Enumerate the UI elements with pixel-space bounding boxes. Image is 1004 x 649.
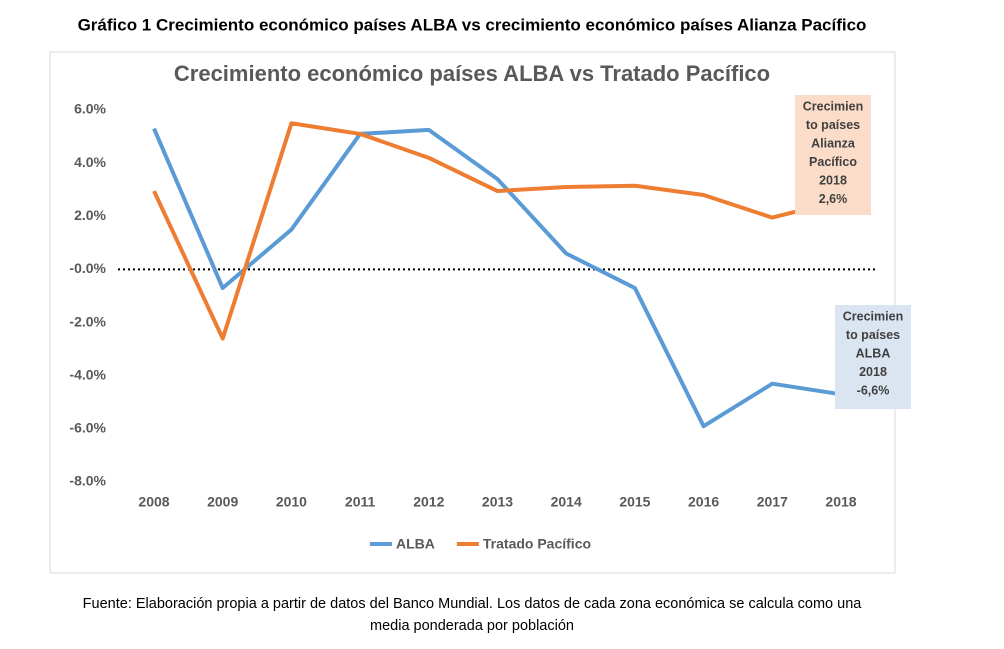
source-line: Fuente: Elaboración propia a partir de d… bbox=[83, 596, 863, 612]
x-tick-label: 2017 bbox=[757, 494, 788, 510]
legend-label: Tratado Pacífico bbox=[483, 536, 591, 552]
annotation-text: ALBA bbox=[856, 346, 891, 360]
x-tick-label: 2013 bbox=[482, 494, 513, 510]
x-tick-label: 2016 bbox=[688, 494, 719, 510]
annotation-text: Crecimien bbox=[843, 309, 903, 323]
x-tick-label: 2012 bbox=[413, 494, 444, 510]
x-tick-label: 2010 bbox=[276, 494, 307, 510]
chart-border bbox=[49, 51, 896, 574]
y-tick-label: -0.0% bbox=[69, 260, 106, 276]
annotation-box bbox=[795, 95, 871, 215]
annotation-text: -6,6% bbox=[857, 383, 890, 397]
figure-header: Gráfico 1 Crecimiento económico países A… bbox=[78, 15, 867, 34]
series-line bbox=[152, 121, 842, 341]
x-tick-label: 2011 bbox=[345, 494, 376, 510]
annotation-box bbox=[835, 305, 911, 409]
y-tick-label: 4.0% bbox=[74, 154, 106, 170]
x-tick-label: 2015 bbox=[619, 494, 650, 510]
y-tick-label: -2.0% bbox=[69, 313, 106, 329]
x-tick-label: 2009 bbox=[207, 494, 238, 510]
annotation-text: to países bbox=[806, 118, 860, 132]
source-line: media ponderada por población bbox=[370, 618, 574, 634]
annotation-text: to países bbox=[846, 328, 900, 342]
annotation-text: Alianza bbox=[811, 136, 856, 150]
chart-title: Crecimiento económico países ALBA vs Tra… bbox=[174, 61, 770, 86]
y-tick-label: 2.0% bbox=[74, 207, 106, 223]
y-tick-label: 6.0% bbox=[74, 101, 106, 117]
x-tick-label: 2014 bbox=[551, 494, 582, 510]
annotation-text: Pacífico bbox=[809, 155, 857, 169]
y-tick-label: -4.0% bbox=[69, 366, 106, 382]
annotation-text: 2018 bbox=[819, 173, 847, 187]
y-tick-label: -8.0% bbox=[69, 473, 106, 489]
annotation-text: Crecimien bbox=[803, 99, 863, 113]
x-tick-label: 2018 bbox=[825, 494, 856, 510]
x-tick-label: 2008 bbox=[138, 494, 169, 510]
legend-label: ALBA bbox=[396, 536, 435, 552]
annotation-text: 2,6% bbox=[819, 192, 848, 206]
series-line bbox=[152, 127, 842, 429]
annotation-text: 2018 bbox=[859, 365, 887, 379]
y-tick-label: -6.0% bbox=[69, 420, 106, 436]
